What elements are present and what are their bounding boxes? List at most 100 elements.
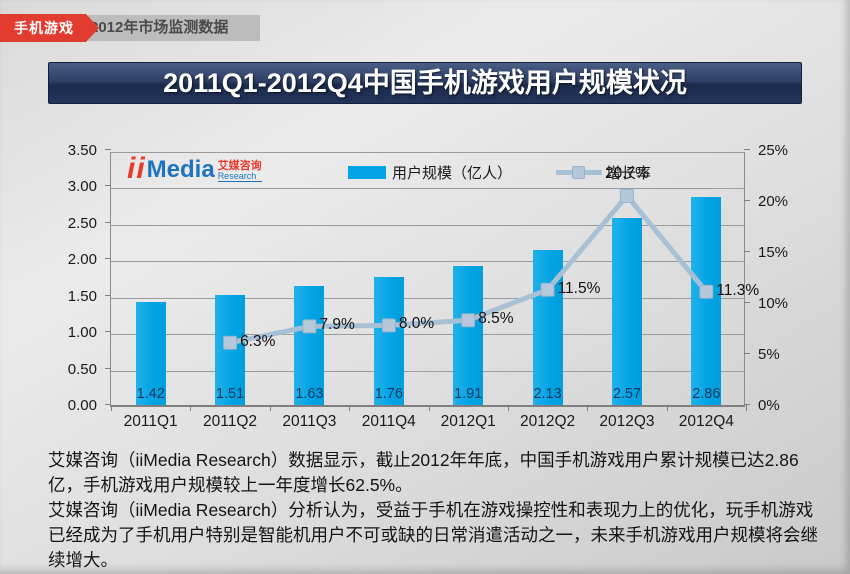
logo-cn-text: 艾媒咨询 [217, 160, 262, 172]
x-axis-category-label: 2011Q2 [203, 413, 258, 430]
growth-line-marker [461, 313, 476, 328]
y-axis-left-tick [105, 331, 111, 333]
bar: 2.57 [611, 217, 642, 405]
iimedia-logo: ii Media 艾媒咨询 Research [127, 152, 262, 185]
bar-value-label: 2.13 [533, 386, 562, 402]
report-subtitle-label: 2012年市场监测数据 [90, 19, 229, 36]
bar: 1.42 [135, 301, 166, 405]
y-axis-right-tick-label: 15% [758, 244, 789, 261]
growth-value-label: 11.5% [557, 279, 601, 297]
y-axis-left-tick [105, 221, 111, 223]
y-axis-right-tick-label: 25% [758, 142, 789, 159]
legend-item-growth: 增长率 [556, 162, 651, 183]
y-axis-left-tick-label: 0.00 [67, 397, 97, 414]
x-axis-category-label: 2012Q3 [599, 413, 655, 430]
y-axis-right-tick-label: 20% [758, 193, 789, 210]
y-axis-left-tick [105, 404, 111, 405]
y-axis-right-tick [744, 149, 750, 150]
x-axis-category-label: 2011Q1 [123, 413, 178, 430]
analysis-paragraph-2: 艾媒咨询（iiMedia Research）分析认为，受益于手机在游戏操控性和表… [48, 500, 818, 570]
growth-value-label: 8.5% [478, 310, 514, 328]
legend-users-label: 用户规模（亿人） [392, 165, 513, 182]
growth-line-marker [540, 282, 555, 297]
y-axis-right-tick [744, 353, 750, 354]
gridline [111, 334, 744, 336]
bar: 1.63 [294, 286, 325, 405]
legend-item-users: 用户规模（亿人） [348, 162, 512, 183]
growth-value-label: 11.3% [716, 281, 760, 299]
y-axis-left-tick-label: 2.50 [67, 214, 97, 232]
x-axis-tick [190, 405, 192, 411]
y-axis-left-tick-label: 0.50 [67, 360, 97, 378]
growth-line-marker [619, 188, 634, 203]
analysis-text: 艾媒咨询（iiMedia Research）数据显示，截止2012年年底，中国手… [48, 448, 824, 573]
y-axis-right-tick-label: 10% [758, 295, 789, 312]
chart: ii Media 艾媒咨询 Research 用户规模（亿人） 增长率 0.00 0… [0, 140, 850, 440]
bar: 1.51 [215, 295, 246, 405]
y-axis-left-tick [105, 185, 111, 187]
bar: 2.86 [691, 196, 722, 405]
x-axis-tick [428, 405, 430, 411]
growth-line-marker [302, 319, 317, 334]
growth-line-marker [699, 284, 714, 299]
y-axis-left-tick-label: 2.00 [67, 251, 97, 269]
x-axis-tick [111, 405, 112, 411]
y-axis-right-tick [744, 200, 750, 201]
gridline [111, 188, 744, 190]
bar-value-label: 2.86 [692, 386, 721, 402]
growth-value-label: 6.3% [240, 332, 276, 350]
legend-line-swatch-icon [556, 166, 603, 179]
growth-line [223, 188, 714, 350]
logo-ii-mark: ii [127, 152, 146, 185]
analysis-paragraph-1: 艾媒咨询（iiMedia Research）数据显示，截止2012年年底，中国手… [48, 450, 799, 495]
growth-line-marker [223, 335, 238, 350]
y-axis-left-tick-label: 1.00 [67, 324, 97, 342]
x-axis-tick [269, 405, 271, 411]
y-axis-right-tick [744, 302, 750, 303]
logo-research-text: Research [217, 172, 262, 182]
y-axis-left-tick-label: 3.00 [67, 178, 97, 196]
bar-value-label: 1.63 [295, 386, 324, 402]
x-axis-category-label: 2012Q4 [678, 413, 734, 430]
bar: 2.13 [532, 249, 563, 405]
gridline [111, 261, 744, 263]
gridline [111, 224, 744, 226]
bar-value-label: 1.42 [136, 386, 165, 402]
chart-legend: 用户规模（亿人） 增长率 [348, 162, 651, 183]
x-axis-tick [507, 405, 509, 411]
gridline [111, 297, 744, 299]
legend-growth-label: 增长率 [606, 165, 652, 182]
x-axis-tick [666, 405, 668, 411]
x-axis-category-label: 2012Q2 [519, 413, 576, 430]
y-axis-left-tick [105, 294, 111, 296]
growth-value-label: 8.0% [398, 315, 435, 333]
plot-area: 0.00 0.50 1.00 1.50 2.00 2.50 3.00 3.50 0% 5% 10% 1… [68, 142, 788, 430]
y-axis-left-tick-label: 1.50 [67, 287, 97, 305]
x-axis-tick [587, 405, 589, 411]
x-axis-tick [349, 405, 351, 411]
y-axis-left-tick [105, 149, 111, 150]
bar-value-label: 1.76 [374, 386, 403, 402]
page-title: 2011Q1-2012Q4中国手机游戏用户规模状况 [48, 62, 802, 104]
bar: 1.91 [453, 265, 484, 405]
gridline [111, 152, 744, 153]
legend-bar-swatch-icon [348, 166, 386, 179]
bar-value-label: 1.51 [215, 386, 245, 402]
y-axis-left-tick-label: 3.50 [67, 142, 97, 159]
bar-value-label: 2.57 [612, 386, 642, 402]
x-axis-category-label: 2011Q4 [361, 413, 416, 430]
bar-value-label: 1.91 [454, 386, 483, 402]
y-axis-right-tick [744, 251, 750, 252]
gridline [111, 370, 744, 372]
growth-value-label: 20.7% [604, 164, 649, 182]
category-tag-label: 手机游戏 [14, 20, 74, 36]
y-axis-left-tick [105, 367, 111, 369]
x-axis-tick [746, 405, 747, 411]
y-axis-right-tick-label: 0% [758, 397, 780, 414]
bar: 1.76 [373, 276, 404, 405]
growth-value-label: 7.9% [319, 316, 355, 334]
x-axis-category-label: 2012Q1 [440, 413, 496, 430]
y-axis-left-tick [105, 258, 111, 260]
y-axis-right-tick [744, 404, 750, 405]
